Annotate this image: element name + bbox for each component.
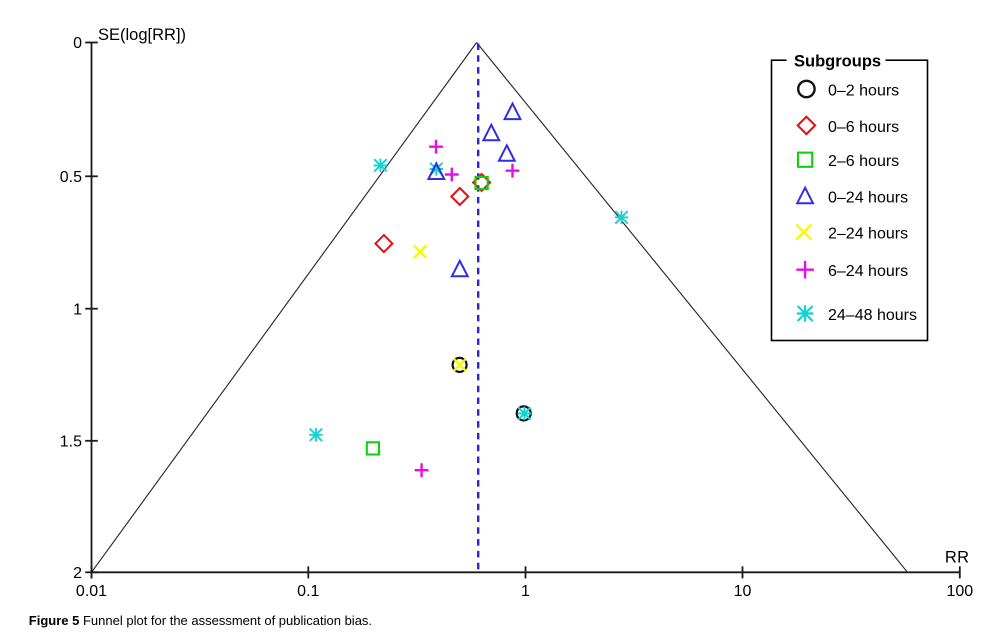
svg-text:0–2 hours: 0–2 hours xyxy=(828,83,899,100)
svg-text:2: 2 xyxy=(73,565,82,582)
svg-text:1.5: 1.5 xyxy=(60,434,82,451)
svg-text:2–6 hours: 2–6 hours xyxy=(828,153,899,170)
svg-text:0: 0 xyxy=(73,35,82,52)
svg-text:0.5: 0.5 xyxy=(60,169,82,186)
svg-text:0.01: 0.01 xyxy=(76,583,107,600)
svg-text:Subgroups: Subgroups xyxy=(794,53,881,71)
svg-text:1: 1 xyxy=(73,302,82,319)
svg-text:10: 10 xyxy=(734,583,752,600)
svg-text:100: 100 xyxy=(946,583,973,600)
svg-text:Figure 5 Funnel plot for the a: Figure 5 Funnel plot for the assessment … xyxy=(29,613,372,628)
svg-text:0–6 hours: 0–6 hours xyxy=(828,119,899,136)
svg-text:0–24 hours: 0–24 hours xyxy=(828,189,908,206)
svg-text:6–24 hours: 6–24 hours xyxy=(828,263,908,280)
svg-text:24–48 hours: 24–48 hours xyxy=(828,307,917,324)
svg-text:1: 1 xyxy=(521,583,530,600)
svg-text:RR: RR xyxy=(945,549,970,567)
svg-text:SE(log[RR]): SE(log[RR]) xyxy=(98,26,186,44)
svg-text:0.1: 0.1 xyxy=(297,583,319,600)
svg-text:2–24 hours: 2–24 hours xyxy=(828,226,908,243)
